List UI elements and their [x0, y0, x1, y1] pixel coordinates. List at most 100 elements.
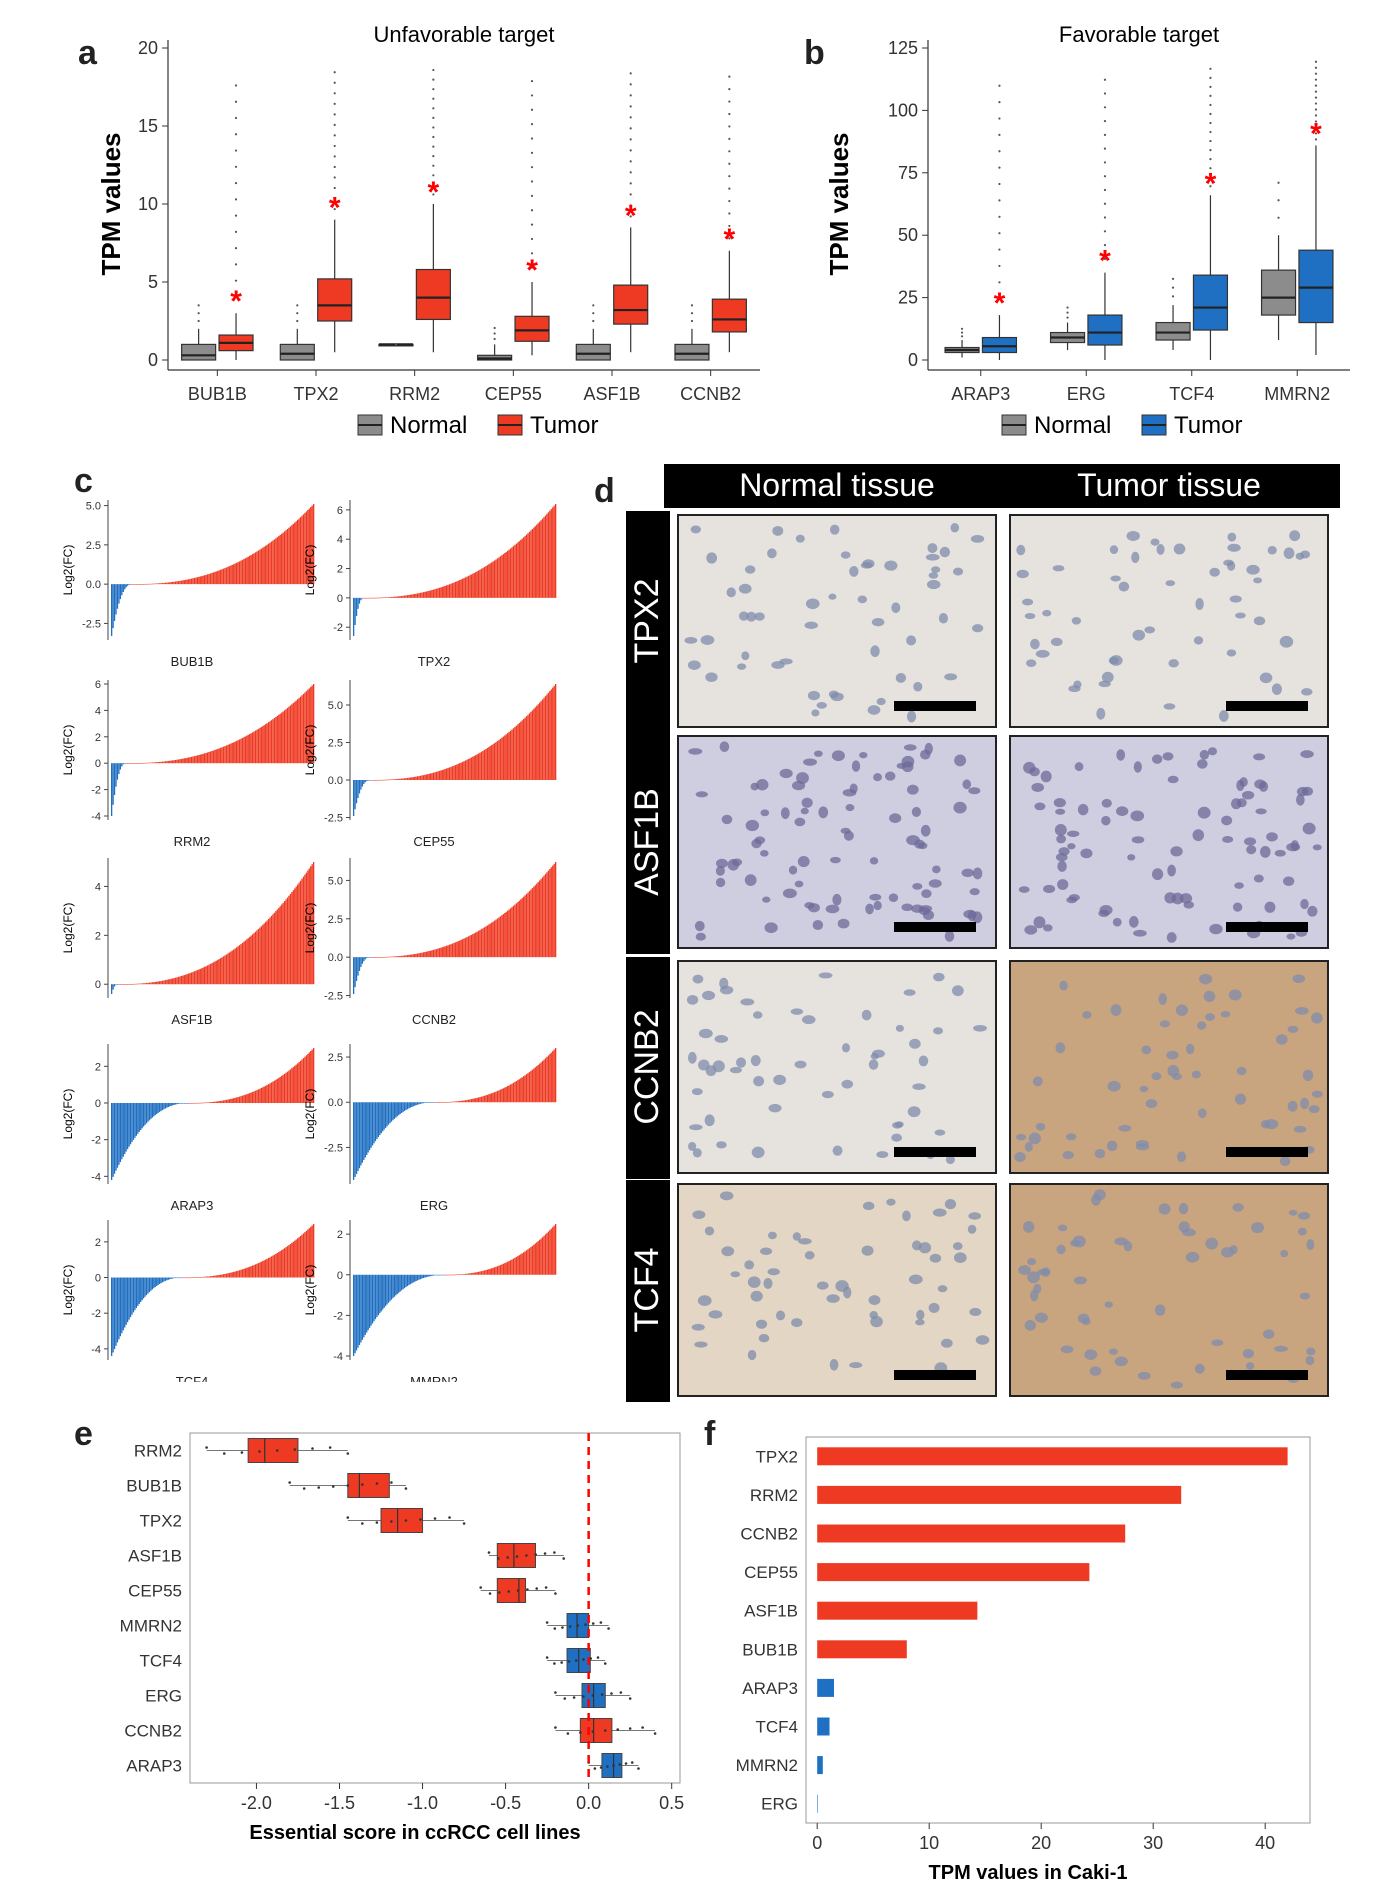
- waterfall-bar: [380, 1102, 382, 1134]
- waterfall-bar: [253, 553, 255, 585]
- waterfall-bar: [166, 1103, 168, 1108]
- waterfall-bar: [421, 1274, 423, 1279]
- waterfall-bar: [492, 744, 494, 780]
- waterfall-bar: [204, 1276, 206, 1278]
- waterfall-bar: [555, 684, 557, 780]
- cell-nucleus: [1227, 561, 1236, 571]
- waterfall-bar: [460, 1274, 462, 1275]
- waterfall-bar: [160, 1277, 162, 1284]
- waterfall-bar: [499, 1089, 502, 1103]
- waterfall-bar: [479, 929, 481, 958]
- bar: [817, 1717, 830, 1736]
- cell-nucleus: [745, 819, 760, 832]
- tumor-outlier-point: [432, 116, 435, 119]
- cell-nucleus: [801, 797, 813, 808]
- waterfall-bar: [368, 597, 371, 599]
- waterfall-bar: [128, 763, 130, 764]
- cell-nucleus: [972, 867, 983, 880]
- waterfall-bar: [304, 1232, 306, 1278]
- waterfall-bar: [364, 1102, 366, 1158]
- waterfall-bar: [234, 563, 236, 585]
- waterfall-bar: [483, 749, 486, 780]
- normal-outlier-point: [1277, 181, 1280, 184]
- cell-nucleus: [873, 900, 882, 911]
- y-tick-label: RRM2: [134, 1442, 182, 1461]
- waterfall-bar: [169, 1103, 171, 1107]
- waterfall-bar: [521, 1077, 523, 1103]
- waterfall-bar: [135, 1103, 138, 1136]
- cell-nucleus: [1193, 636, 1204, 645]
- waterfall-bar: [182, 580, 184, 585]
- waterfall-bar: [531, 1245, 534, 1275]
- waterfall-bar: [141, 1103, 143, 1129]
- y-axis-label: Log2(FC): [61, 903, 75, 954]
- tumor-outlier-point: [1314, 132, 1318, 135]
- waterfall-bar: [389, 1102, 391, 1124]
- cell-nucleus: [1156, 544, 1165, 555]
- waterfall-bar: [441, 769, 443, 780]
- waterfall-bar: [269, 542, 271, 585]
- normal-box: [575, 343, 611, 361]
- waterfall-bar: [144, 983, 146, 985]
- waterfall-bar: [364, 957, 366, 960]
- waterfall-bar: [176, 1103, 178, 1105]
- waterfall-bar: [483, 927, 486, 958]
- waterfall-bar: [502, 1263, 504, 1275]
- waterfall-bar: [125, 984, 127, 985]
- tumor-outlier-point: [432, 68, 435, 72]
- ihc-tissue-image: [677, 735, 997, 949]
- waterfall-bar: [138, 584, 140, 585]
- waterfall-bar: [384, 956, 387, 958]
- waterfall-bar: [402, 778, 404, 780]
- cell-nucleus: [744, 565, 756, 574]
- waterfall-bar: [227, 566, 229, 585]
- row-label-text: ASF1B: [628, 788, 666, 896]
- cell-nucleus: [1271, 683, 1282, 696]
- waterfall-bar: [505, 1262, 507, 1275]
- waterfall-bar: [553, 1049, 555, 1103]
- waterfall-bar: [240, 738, 242, 764]
- waterfall-bar: [121, 584, 123, 596]
- cell-nucleus: [1068, 685, 1081, 693]
- cell-nucleus: [762, 896, 771, 903]
- waterfall-bar: [192, 578, 194, 585]
- waterfall-bar: [387, 779, 390, 781]
- waterfall-bar: [451, 1101, 454, 1103]
- waterfall-bar: [396, 956, 398, 958]
- waterfall-bar: [366, 780, 368, 781]
- cell-nucleus: [1253, 753, 1266, 761]
- cell-line-point: [375, 1521, 379, 1524]
- cell-nucleus: [851, 760, 861, 772]
- column-header-bar: [664, 464, 1008, 508]
- waterfall-bar: [409, 1102, 411, 1108]
- tumor-outlier-point: [530, 180, 534, 183]
- y-tick-label: 0.0: [328, 775, 343, 787]
- waterfall-bar: [387, 956, 390, 958]
- cell-nucleus: [1139, 1085, 1149, 1093]
- waterfall-bar: [521, 720, 523, 780]
- waterfall-bar: [453, 942, 455, 958]
- waterfall-bar: [112, 1103, 114, 1177]
- tumor-outlier-point: [432, 126, 435, 129]
- waterfall-bar: [222, 568, 225, 585]
- tumor-outlier-point: [530, 79, 534, 83]
- waterfall-bar: [515, 1256, 518, 1275]
- cell-nucleus: [849, 783, 858, 794]
- waterfall-bar: [313, 504, 315, 585]
- waterfall-bar: [188, 1103, 190, 1104]
- tumor-outlier-point: [432, 107, 435, 110]
- significance-star: *: [724, 223, 736, 256]
- waterfall-bar: [227, 744, 229, 764]
- cell-nucleus: [796, 772, 809, 784]
- y-tick-label: ERG: [145, 1687, 182, 1706]
- waterfall-bar: [121, 1103, 123, 1160]
- waterfall-bar: [298, 1062, 300, 1103]
- waterfall-bar: [254, 1090, 257, 1103]
- waterfall-bar: [454, 942, 457, 958]
- y-tick-label: 4: [337, 534, 343, 546]
- waterfall-bar: [355, 1102, 358, 1174]
- cell-nucleus: [1220, 1010, 1231, 1018]
- waterfall-bar: [477, 1097, 480, 1103]
- normal-outlier-point: [690, 312, 694, 315]
- waterfall-bar: [251, 934, 254, 985]
